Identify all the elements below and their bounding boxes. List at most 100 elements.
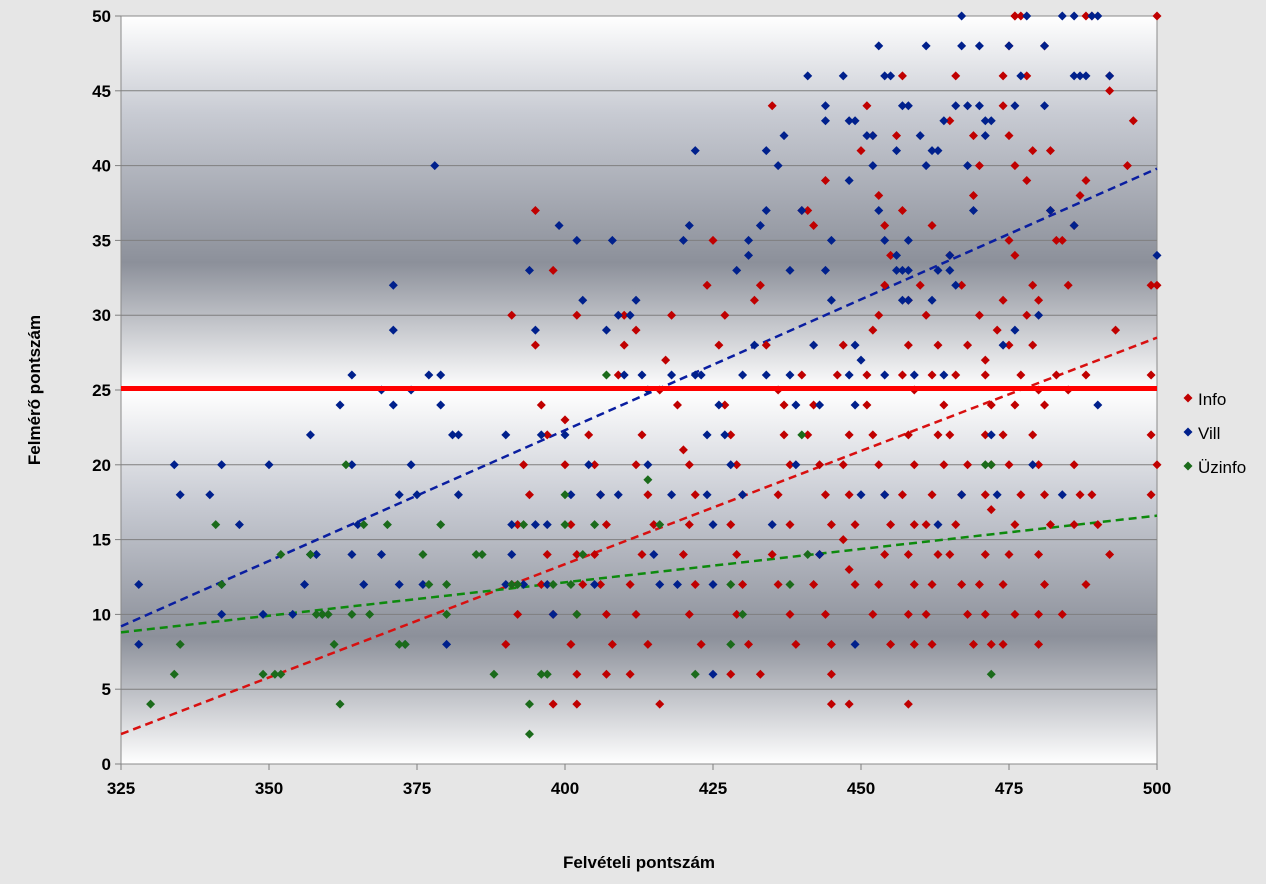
point-info	[637, 430, 647, 440]
point-info	[880, 280, 890, 290]
point-info	[886, 639, 896, 649]
point-vill	[1152, 250, 1162, 260]
point-vill	[1010, 101, 1020, 111]
point-uzinfo	[536, 669, 546, 679]
point-vill	[507, 550, 517, 560]
point-vill	[578, 295, 588, 305]
point-info	[530, 205, 540, 215]
point-vill	[1069, 220, 1079, 230]
point-vill	[980, 131, 990, 141]
point-info	[933, 550, 943, 560]
point-vill	[1040, 101, 1050, 111]
point-info	[696, 639, 706, 649]
point-info	[933, 340, 943, 350]
point-vill	[1028, 460, 1038, 470]
x-tick-label: 350	[255, 779, 283, 798]
point-uzinfo	[169, 669, 179, 679]
point-vill	[974, 101, 984, 111]
point-info	[661, 355, 671, 365]
point-vill	[530, 520, 540, 530]
point-info	[1146, 280, 1156, 290]
point-vill	[596, 490, 606, 500]
point-vill	[436, 370, 446, 380]
point-uzinfo	[560, 490, 570, 500]
point-uzinfo	[442, 579, 452, 589]
point-uzinfo	[986, 460, 996, 470]
point-info	[631, 460, 641, 470]
point-info	[1069, 520, 1079, 530]
point-vill	[726, 460, 736, 470]
point-info	[1075, 490, 1085, 500]
point-info	[1010, 400, 1020, 410]
point-vill	[572, 235, 582, 245]
point-info	[826, 639, 836, 649]
point-info	[868, 325, 878, 335]
point-info	[1028, 280, 1038, 290]
point-vill	[347, 370, 357, 380]
point-uzinfo	[323, 609, 333, 619]
legend-label-uzinfo: Üzinfo	[1198, 458, 1246, 477]
point-uzinfo	[785, 579, 795, 589]
point-vill	[903, 101, 913, 111]
point-vill	[430, 161, 440, 171]
point-info	[773, 579, 783, 589]
point-vill	[797, 205, 807, 215]
point-vill	[933, 265, 943, 275]
point-vill	[667, 370, 677, 380]
point-info	[880, 220, 890, 230]
point-vill	[442, 639, 452, 649]
point-info	[915, 280, 925, 290]
point-vill	[667, 490, 677, 500]
point-info	[1122, 161, 1132, 171]
point-vill	[424, 370, 434, 380]
point-uzinfo	[418, 550, 428, 560]
point-uzinfo	[524, 729, 534, 739]
point-info	[838, 535, 848, 545]
point-vill	[1057, 490, 1067, 500]
point-vill	[300, 579, 310, 589]
point-info	[1146, 370, 1156, 380]
y-tick-label: 35	[92, 231, 111, 250]
point-uzinfo	[211, 520, 221, 530]
point-uzinfo	[519, 520, 529, 530]
point-info	[826, 520, 836, 530]
point-info	[1146, 490, 1156, 500]
point-info	[726, 669, 736, 679]
point-uzinfo	[258, 669, 268, 679]
point-vill	[696, 370, 706, 380]
point-uzinfo	[738, 609, 748, 619]
point-info	[631, 325, 641, 335]
point-vill	[205, 490, 215, 500]
point-info	[903, 550, 913, 560]
point-info	[903, 430, 913, 440]
point-vill	[690, 370, 700, 380]
point-info	[519, 460, 529, 470]
point-info	[998, 639, 1008, 649]
point-info	[1016, 490, 1026, 500]
point-info	[897, 205, 907, 215]
point-vill	[501, 430, 511, 440]
point-vill	[856, 490, 866, 500]
point-info	[684, 520, 694, 530]
point-info	[542, 550, 552, 560]
point-info	[791, 639, 801, 649]
point-vill	[844, 116, 854, 126]
point-info	[513, 520, 523, 530]
point-vill	[388, 280, 398, 290]
point-uzinfo	[270, 669, 280, 679]
point-info	[897, 71, 907, 81]
point-vill	[874, 205, 884, 215]
point-info	[749, 295, 759, 305]
point-info	[1010, 520, 1020, 530]
point-info	[773, 490, 783, 500]
point-vill	[548, 609, 558, 619]
x-tick-label: 425	[699, 779, 727, 798]
point-info	[838, 460, 848, 470]
point-info	[578, 579, 588, 589]
point-info	[513, 609, 523, 619]
x-tick-label: 375	[403, 779, 431, 798]
point-vill	[678, 235, 688, 245]
point-info	[963, 340, 973, 350]
point-info	[779, 400, 789, 410]
point-info	[1040, 490, 1050, 500]
